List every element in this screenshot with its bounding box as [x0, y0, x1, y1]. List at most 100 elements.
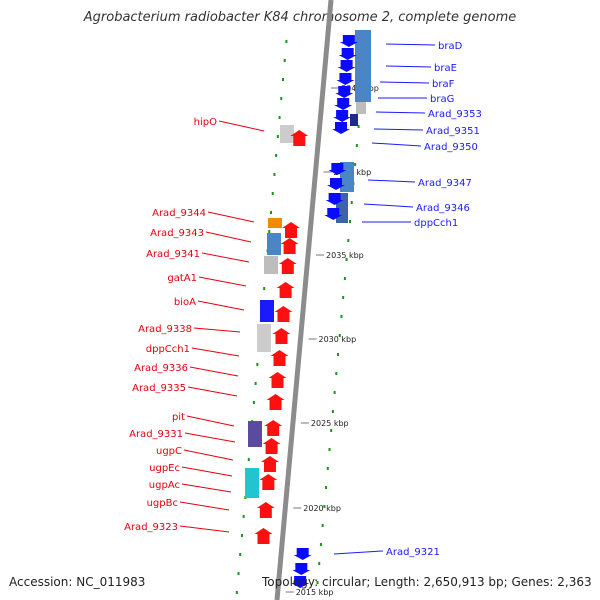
label-leader-line	[184, 432, 236, 443]
forward-gene-arrow	[325, 193, 344, 205]
gc-dot	[318, 562, 321, 565]
label-leader-line	[181, 466, 233, 477]
label-leader-line	[333, 550, 384, 555]
gc-dot	[347, 239, 350, 242]
reverse-gene-arrow	[280, 238, 299, 254]
gc-dot	[357, 125, 360, 128]
cds-box	[267, 233, 281, 255]
forward-gene-arrow	[328, 163, 347, 175]
reverse-gene-label: ugpC	[156, 446, 182, 457]
forward-gene-label: braG	[430, 94, 454, 105]
forward-gene-arrow	[338, 48, 357, 60]
cds-box	[264, 256, 278, 274]
gc-dot	[355, 144, 358, 147]
reverse-gene-arrow	[256, 502, 275, 518]
forward-gene-label: Arad_9353	[428, 109, 482, 120]
map-title: Agrobacterium radiobacter K84 chromosome…	[83, 10, 517, 25]
cds-box	[245, 468, 259, 498]
reverse-gene-arrow	[270, 350, 289, 366]
gc-dot	[256, 363, 259, 366]
label-leader-line	[181, 483, 232, 493]
label-leader-line	[193, 327, 241, 333]
label-leader-line	[187, 386, 238, 397]
gc-dot	[331, 410, 334, 413]
gc-dot	[252, 401, 255, 404]
label-leader-line	[197, 300, 245, 311]
reverse-gene-track	[254, 130, 309, 544]
cds-box	[260, 300, 274, 322]
forward-gene-arrow	[333, 110, 352, 122]
gc-dot	[278, 116, 281, 119]
gc-dot	[271, 192, 274, 195]
topology-info: Topology: circular; Length: 2,650,913 bp…	[262, 575, 592, 589]
label-leader-line	[363, 203, 414, 208]
label-leader-line	[367, 179, 416, 183]
gc-dot	[335, 372, 338, 375]
label-leader-line	[385, 65, 432, 68]
cds-box	[350, 114, 358, 126]
forward-gene-arrow	[334, 98, 353, 110]
gc-dot	[237, 572, 240, 575]
reverse-gene-label: Arad_9341	[146, 249, 200, 260]
forward-gene-label: Arad_9350	[424, 142, 478, 153]
reverse-gene-arrow	[260, 456, 279, 472]
cds-box	[340, 162, 354, 192]
gc-dot	[235, 591, 238, 594]
label-leader-line	[183, 449, 234, 461]
reverse-gene-label: Arad_9335	[132, 383, 186, 394]
accession-number: Accession: NC_011983	[9, 575, 146, 589]
reverse-gene-arrow	[266, 394, 285, 410]
reverse-gene-labels: hipO Arad_9344 Arad_9343 Arad_9341 gatA1 bioA…	[124, 117, 265, 533]
gc-dot	[240, 534, 243, 537]
gc-dot	[340, 315, 343, 318]
gc-dot	[350, 201, 353, 204]
reverse-gene-arrow	[272, 328, 291, 344]
label-leader-line	[371, 142, 422, 147]
gc-dot	[285, 40, 288, 43]
gc-dot	[345, 258, 348, 261]
reverse-gene-arrow	[274, 306, 293, 322]
reverse-gene-label: pit	[172, 412, 185, 423]
forward-gene-arrow	[292, 563, 311, 575]
gc-dot	[354, 163, 357, 166]
forward-gene-labels: braD braE braF braG Arad_9353 Arad_9351 Arad_9…	[333, 41, 482, 558]
forward-gene-arrow	[336, 73, 355, 85]
forward-gene-label: Arad_9347	[418, 178, 472, 189]
forward-gene-arrow	[337, 60, 356, 72]
label-leader-line	[191, 347, 240, 357]
gc-dot	[330, 429, 333, 432]
reverse-gene-label: Arad_9338	[138, 324, 192, 335]
forward-gene-arrow	[335, 86, 354, 98]
gc-dot	[333, 391, 336, 394]
cds-box	[280, 125, 294, 143]
label-leader-line	[205, 231, 252, 243]
reverse-gene-arrow	[282, 222, 301, 238]
gc-dot	[275, 154, 278, 157]
label-leader-line	[198, 276, 247, 287]
cds-box	[355, 30, 371, 102]
reverse-gene-arrow	[268, 372, 287, 388]
gc-dot	[325, 486, 328, 489]
reverse-gene-label: dppCch1	[146, 344, 190, 355]
reverse-gene-label: Arad_9336	[134, 363, 188, 374]
ruler-tick-label: 2020 kbp	[303, 504, 341, 513]
label-leader-line	[201, 252, 250, 263]
reverse-gene-arrow	[276, 282, 295, 298]
reverse-gene-label: ugpEc	[149, 463, 180, 474]
forward-gene-arrow	[293, 548, 312, 560]
gc-dot	[239, 553, 242, 556]
forward-gene-arrow	[339, 35, 358, 47]
gc-dot	[280, 97, 283, 100]
gc-dot	[343, 277, 346, 280]
forward-gene-label: Arad_9346	[416, 203, 470, 214]
reverse-gene-arrow	[262, 438, 281, 454]
forward-gene-arrow	[326, 178, 345, 190]
ruler-tick-label: 2025 kbp	[311, 419, 349, 428]
label-leader-line	[207, 211, 255, 223]
reverse-gene-arrow	[254, 528, 273, 544]
gc-dot	[323, 505, 326, 508]
label-leader-line	[179, 501, 230, 511]
gc-dot	[328, 448, 331, 451]
forward-gene-label: Arad_9321	[386, 547, 440, 558]
reverse-gene-arrow	[278, 258, 297, 274]
